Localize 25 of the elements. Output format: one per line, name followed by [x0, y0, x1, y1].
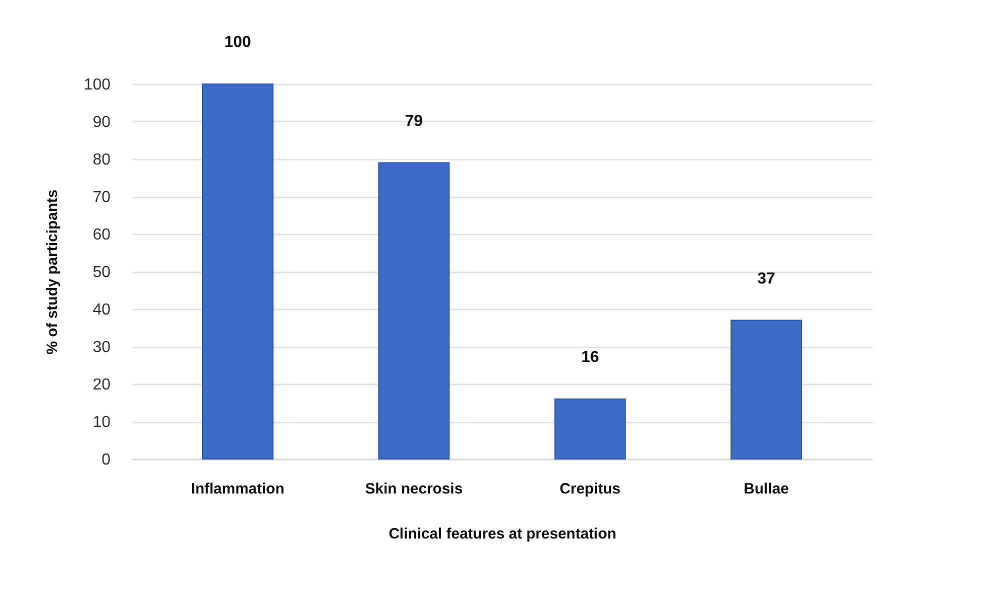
y-tick-label: 20	[92, 376, 111, 394]
y-tick-label: 100	[84, 76, 111, 94]
y-tick-label: 80	[92, 152, 111, 168]
bar	[554, 398, 626, 460]
x-axis-title: Clinical features at presentation	[388, 526, 616, 542]
y-tick-label: 70	[92, 189, 111, 206]
y-tick-label: 30	[92, 339, 111, 356]
y-tick-label: 90	[92, 114, 111, 131]
x-tick-label: Crepitus	[560, 480, 621, 498]
data-label: 16	[581, 349, 600, 366]
bar	[378, 162, 450, 460]
bar	[730, 320, 802, 460]
x-tick-label: Bullae	[744, 480, 789, 498]
y-tick-label: 10	[92, 414, 111, 431]
y-tick-label: 0	[102, 452, 111, 468]
data-label: 79	[405, 112, 423, 130]
bar	[202, 84, 274, 460]
y-axis-title: % of study participants	[44, 189, 61, 355]
y-tick-label: 40	[92, 302, 111, 318]
y-tick-label: 50	[92, 264, 111, 281]
data-label: 100	[224, 34, 252, 51]
data-label: 37	[757, 270, 776, 288]
x-tick-label: Inflammation	[191, 480, 284, 498]
y-tick-label: 60	[92, 226, 111, 244]
x-tick-label: Skin necrosis	[365, 480, 463, 498]
